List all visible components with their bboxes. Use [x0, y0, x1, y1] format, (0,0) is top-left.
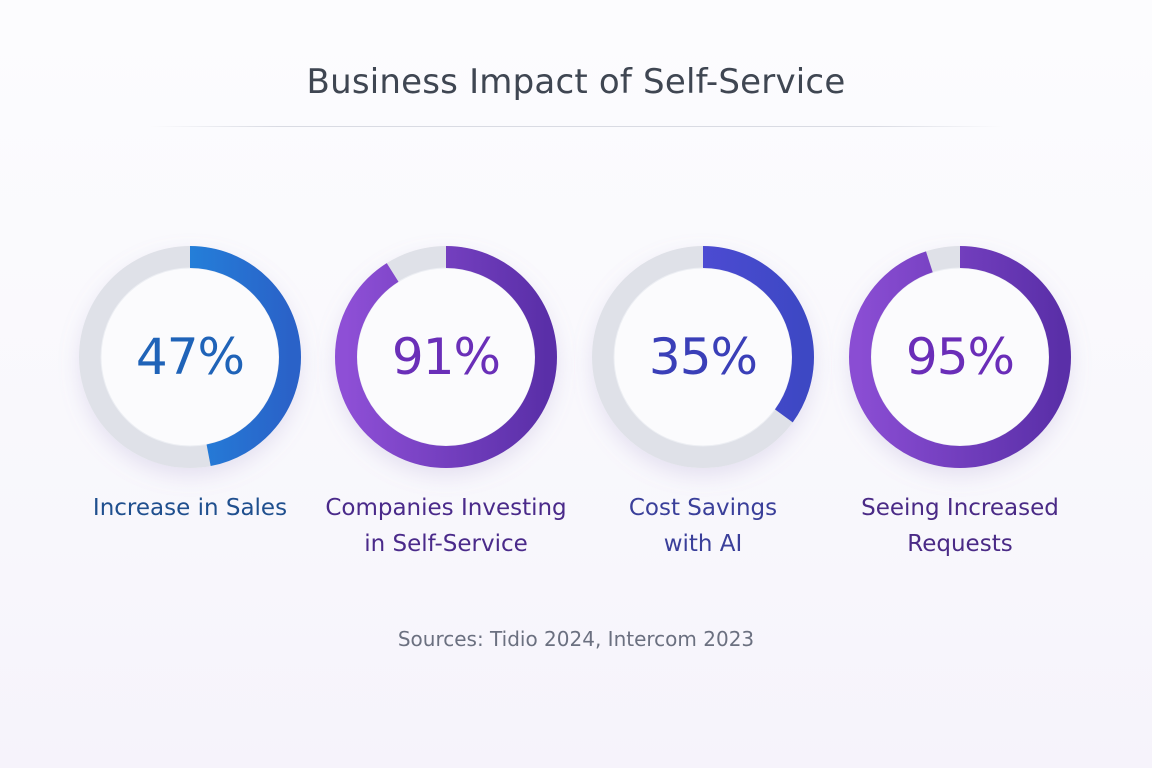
donut-value-arc — [849, 246, 1071, 468]
donut-category-label: Companies Investing in Self-Service — [311, 490, 581, 562]
donut-category-label: Cost Savings with AI — [568, 490, 838, 562]
donut-value-arc — [592, 246, 814, 468]
donut-value-label: 47% — [135, 328, 245, 386]
donut-category-label-line: Cost Savings — [628, 495, 778, 521]
donut-3: 35% — [591, 245, 815, 469]
donut-value-label: 91% — [391, 328, 501, 386]
donut-category-label: Seeing Increased Requests — [825, 490, 1095, 562]
sources-note: Sources: Tidio 2024, Intercom 2023 — [397, 627, 755, 651]
donut-category-label-line: with AI — [663, 531, 743, 557]
donut-value-arc — [335, 246, 557, 468]
donut-category-label-line: Increase in Sales — [92, 495, 288, 521]
donut-category-label: Increase in Sales — [55, 490, 325, 526]
donut-category-label-line: Companies Investing — [325, 495, 567, 521]
donut-category-label-line: Seeing Increased — [861, 495, 1059, 521]
donut-value-label: 35% — [648, 328, 758, 386]
donut-value-label: 95% — [905, 328, 1015, 386]
donut-category-label-line: Requests — [907, 531, 1013, 557]
donut-2: 91% — [334, 245, 558, 469]
title-divider — [150, 126, 1002, 127]
chart-title: Business Impact of Self-Service — [306, 62, 846, 102]
donut-4: 95% — [848, 245, 1072, 469]
donut-value-arc — [79, 246, 301, 468]
donut-category-label-line: in Self-Service — [364, 531, 528, 557]
donut-1: 47% — [78, 245, 302, 469]
